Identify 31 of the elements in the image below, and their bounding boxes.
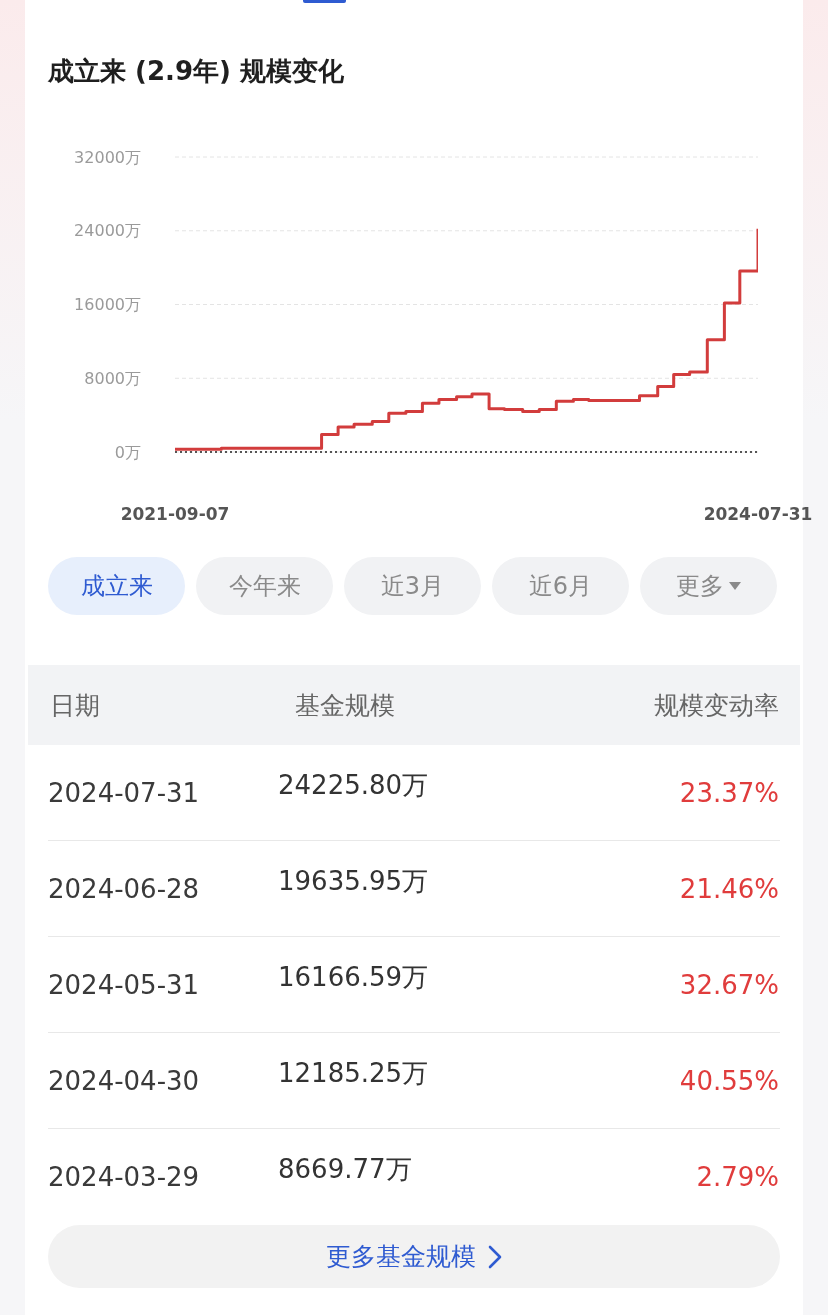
text: 今年来 bbox=[228, 571, 301, 602]
data-label: 23.37% bbox=[679, 778, 779, 808]
text: 近6月 bbox=[528, 571, 593, 602]
y-tick-label: 24000万 bbox=[74, 221, 141, 241]
category-label: 2024-03-29 bbox=[48, 1162, 200, 1192]
text: 近3月 bbox=[380, 571, 445, 602]
data-label: 2.79% bbox=[696, 1162, 779, 1192]
y-tick-label: 0万 bbox=[114, 442, 141, 462]
text: 规模变动率 bbox=[654, 690, 779, 720]
x-tick-label: 2021-09-07 bbox=[120, 504, 230, 524]
data-label: 32.67% bbox=[679, 970, 779, 1000]
text: 更多 bbox=[675, 571, 724, 602]
chart-title: 成立来 (2.9年) 规模变化 bbox=[48, 56, 344, 86]
y-tick-label: 32000万 bbox=[74, 147, 141, 167]
category-label: 2024-04-30 bbox=[48, 1066, 200, 1096]
category-label: 2024-06-28 bbox=[48, 874, 200, 904]
data-label: 40.55% bbox=[679, 1066, 779, 1096]
data-label: 8669.77万 bbox=[278, 1153, 412, 1184]
category-label: 2024-07-31 bbox=[48, 778, 200, 808]
data-label: 24225.80万 bbox=[278, 769, 429, 800]
y-tick-label: 16000万 bbox=[74, 295, 141, 314]
text: 更多基金规模 bbox=[326, 1241, 476, 1273]
data-label: 12185.25万 bbox=[278, 1057, 429, 1088]
text: 成立来 bbox=[80, 571, 153, 602]
data-label: 19635.95万 bbox=[278, 865, 429, 896]
data-label: 21.46% bbox=[679, 874, 779, 904]
data-label: 16166.59万 bbox=[278, 961, 429, 992]
category-label: 2024-05-31 bbox=[48, 970, 200, 1000]
text: 基金规模 bbox=[295, 690, 395, 720]
text: 日期 bbox=[50, 690, 100, 720]
y-tick-label: 8000万 bbox=[84, 368, 141, 388]
